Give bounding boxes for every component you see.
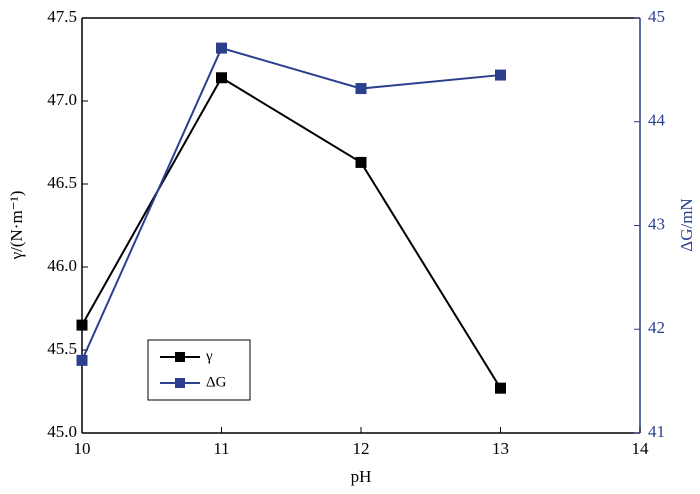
legend-label: γ bbox=[205, 348, 213, 364]
y2-tick-label: 41 bbox=[648, 422, 665, 441]
y-tick-label: 45.0 bbox=[47, 422, 77, 441]
x-tick-label: 12 bbox=[353, 439, 370, 458]
point bbox=[495, 382, 506, 394]
point bbox=[355, 156, 367, 168]
x-tick-label: 11 bbox=[213, 439, 229, 458]
y-tick-label: 47.5 bbox=[47, 7, 77, 26]
legend-marker bbox=[175, 378, 185, 388]
point bbox=[216, 72, 227, 84]
y2-tick-label: 44 bbox=[648, 111, 666, 130]
point bbox=[216, 42, 227, 54]
y2-tick-label: 43 bbox=[648, 214, 665, 233]
y-tick-label: 46.0 bbox=[47, 256, 77, 275]
x-tick-label: 14 bbox=[632, 439, 650, 458]
x-tick-label: 10 bbox=[74, 439, 91, 458]
legend-label: ΔG bbox=[206, 374, 227, 390]
point bbox=[76, 319, 88, 331]
legend-box bbox=[147, 339, 251, 401]
y2-tick-label: 42 bbox=[648, 318, 665, 337]
y2-axis-label: ΔG/mN bbox=[677, 198, 696, 251]
y-tick-label: 45.5 bbox=[47, 339, 77, 358]
y-tick-label: 46.5 bbox=[47, 173, 77, 192]
y-axis-label: γ/(N·m⁻¹) bbox=[7, 191, 26, 261]
point bbox=[355, 83, 367, 95]
point bbox=[495, 69, 506, 81]
x-axis-label: pH bbox=[351, 467, 372, 486]
series-line bbox=[81, 46, 501, 361]
point bbox=[76, 354, 88, 366]
y-tick-label: 47.0 bbox=[47, 90, 77, 109]
series-line bbox=[81, 76, 502, 389]
legend-marker bbox=[175, 352, 185, 362]
y2-tick-label: 45 bbox=[648, 7, 665, 26]
x-tick-label: 13 bbox=[492, 439, 509, 458]
